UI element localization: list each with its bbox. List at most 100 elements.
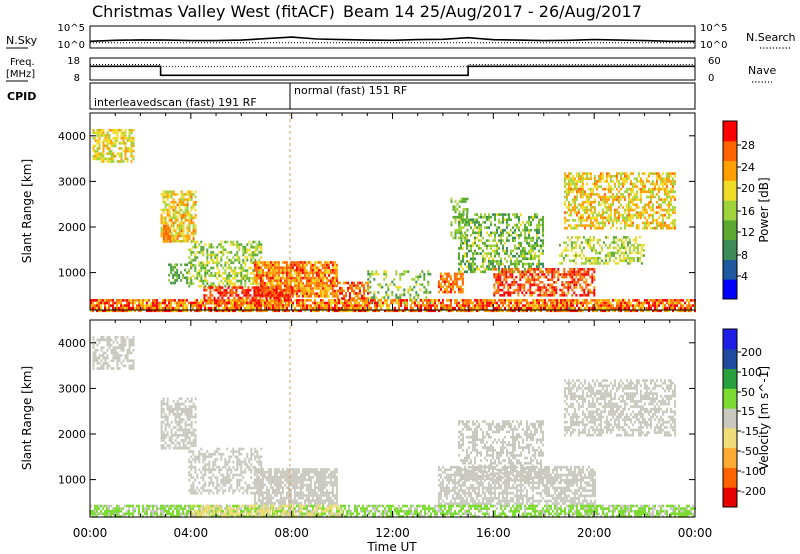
power-cell bbox=[311, 282, 314, 285]
power-cell bbox=[476, 213, 478, 216]
power-cell bbox=[331, 279, 334, 282]
power-cell bbox=[174, 239, 177, 243]
power-cell bbox=[208, 261, 211, 265]
power-cell bbox=[203, 288, 206, 292]
power-cell bbox=[342, 304, 344, 307]
power-cell bbox=[578, 246, 581, 250]
power-cell bbox=[231, 286, 234, 289]
power-cell bbox=[498, 299, 500, 302]
power-cell bbox=[445, 277, 448, 281]
power-cell bbox=[282, 299, 284, 302]
power-cell bbox=[652, 301, 654, 305]
power-cell bbox=[166, 299, 168, 302]
power-cell bbox=[459, 288, 462, 291]
power-cell bbox=[492, 244, 494, 248]
power-cell bbox=[106, 309, 108, 313]
power-cell bbox=[353, 292, 355, 295]
power-cell bbox=[106, 142, 109, 145]
power-cell bbox=[178, 203, 181, 207]
power-cell bbox=[194, 213, 197, 217]
power-cell bbox=[327, 295, 330, 298]
power-cell bbox=[317, 271, 320, 275]
power-cell bbox=[490, 234, 492, 237]
power-cell bbox=[305, 284, 308, 288]
power-cell bbox=[206, 271, 209, 275]
power-cell bbox=[428, 304, 430, 307]
power-cell bbox=[253, 286, 256, 289]
power-cell bbox=[202, 266, 205, 270]
power-cell bbox=[593, 291, 596, 294]
power-cell bbox=[584, 241, 587, 244]
power-cell bbox=[94, 131, 97, 135]
power-cell bbox=[623, 190, 626, 194]
nave-right-tick-bottom: 0 bbox=[708, 73, 714, 84]
power-cell bbox=[565, 193, 568, 196]
power-cell bbox=[132, 306, 134, 310]
power-cell bbox=[601, 213, 604, 217]
power-cell bbox=[424, 306, 426, 310]
power-cell bbox=[492, 260, 494, 263]
power-cell bbox=[266, 299, 268, 302]
power-cell bbox=[172, 309, 174, 313]
power-cell bbox=[667, 226, 670, 230]
power-cell bbox=[441, 285, 444, 289]
power-cell bbox=[573, 177, 576, 181]
power-cell bbox=[520, 241, 522, 245]
power-cell bbox=[443, 272, 446, 276]
power-cell bbox=[174, 193, 177, 196]
power-cell bbox=[301, 287, 304, 290]
power-cell bbox=[126, 160, 129, 163]
power-cell bbox=[641, 187, 644, 191]
power-cell bbox=[637, 198, 640, 201]
power-cell bbox=[328, 304, 330, 307]
power-cell bbox=[496, 306, 498, 310]
power-cell bbox=[257, 276, 260, 280]
power-cell bbox=[186, 229, 189, 233]
power-cell bbox=[253, 294, 256, 297]
power-cell bbox=[317, 282, 320, 285]
power-cell bbox=[607, 190, 610, 194]
power-cell bbox=[667, 190, 670, 194]
power-cell bbox=[486, 218, 488, 222]
power-cell bbox=[338, 299, 340, 302]
power-cell bbox=[621, 177, 624, 181]
power-cell bbox=[114, 142, 117, 145]
power-cell bbox=[593, 198, 596, 201]
power-cell bbox=[305, 263, 308, 267]
power-cell bbox=[624, 246, 627, 250]
power-cell bbox=[639, 213, 642, 217]
power-cell bbox=[589, 195, 592, 199]
power-cell bbox=[623, 224, 626, 227]
power-cell bbox=[609, 177, 612, 181]
power-cell bbox=[267, 271, 270, 275]
power-cell bbox=[239, 296, 242, 300]
power-cell bbox=[240, 301, 242, 305]
power-cell bbox=[327, 287, 330, 290]
power-cell bbox=[601, 177, 604, 181]
power-cell bbox=[260, 248, 263, 252]
power-cell bbox=[102, 309, 104, 313]
power-cell bbox=[536, 299, 538, 302]
power-cell bbox=[575, 182, 578, 186]
power-cell bbox=[622, 243, 625, 247]
power-cell bbox=[597, 174, 600, 178]
power-cell bbox=[102, 152, 105, 155]
power-cell bbox=[670, 304, 672, 307]
power-cell bbox=[310, 304, 312, 307]
power-cell bbox=[341, 286, 343, 290]
power-cell bbox=[388, 309, 390, 313]
power-cell bbox=[260, 243, 263, 246]
power-cell bbox=[333, 282, 336, 285]
power-cell bbox=[242, 245, 245, 249]
power-cell bbox=[297, 271, 300, 275]
power-cell bbox=[295, 282, 298, 285]
power-cell bbox=[174, 232, 177, 235]
power-cell bbox=[180, 203, 183, 207]
power-cell bbox=[542, 223, 544, 227]
power-cell bbox=[504, 265, 506, 268]
power-cell bbox=[593, 177, 596, 181]
power-cell bbox=[460, 247, 462, 250]
power-cell bbox=[269, 291, 272, 295]
power-cell bbox=[160, 221, 163, 225]
power-cell bbox=[458, 236, 461, 240]
